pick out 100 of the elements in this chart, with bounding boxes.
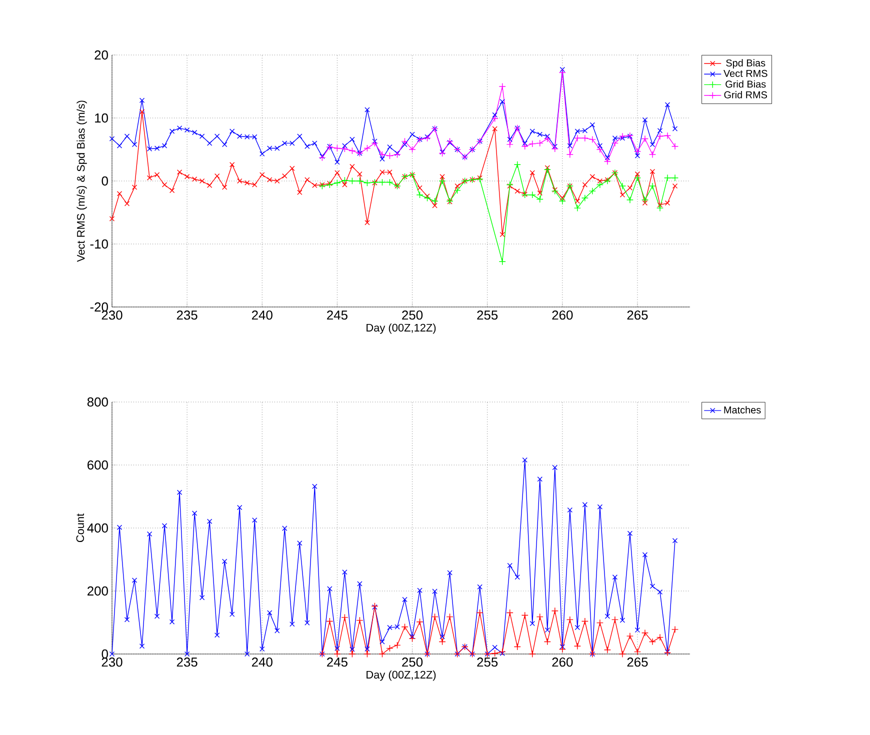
point <box>326 618 334 625</box>
point <box>558 646 566 653</box>
point <box>551 188 558 195</box>
point <box>551 145 558 152</box>
point <box>408 635 416 642</box>
point <box>558 198 566 205</box>
point <box>596 619 604 626</box>
point <box>648 638 656 646</box>
point <box>416 618 424 626</box>
point <box>656 204 664 212</box>
x-tick-label: 260 <box>552 658 573 667</box>
point <box>574 642 581 650</box>
y-tick-label: 800 <box>87 397 108 407</box>
point <box>424 134 431 142</box>
point <box>356 616 364 624</box>
y-tick-label: 20 <box>94 50 108 60</box>
point <box>566 616 574 624</box>
legend-label: Grid RMS <box>724 91 768 98</box>
point <box>364 144 371 152</box>
point <box>438 638 446 646</box>
point <box>446 613 454 620</box>
legend-label: Vect RMS <box>724 70 768 77</box>
point <box>604 646 611 654</box>
point <box>386 178 394 186</box>
point <box>514 643 521 650</box>
point <box>386 644 394 652</box>
point <box>498 258 506 266</box>
point <box>648 182 656 190</box>
point <box>454 186 461 194</box>
point <box>378 650 386 658</box>
x-tick-label: 265 <box>627 310 648 320</box>
point <box>551 607 558 614</box>
point <box>431 198 438 205</box>
y-axis-title: Count <box>76 513 84 542</box>
point <box>604 177 611 185</box>
point <box>498 82 506 90</box>
legend-label: Spd Bias <box>726 59 766 68</box>
point <box>581 618 588 625</box>
point <box>341 614 348 621</box>
point <box>596 181 604 188</box>
y-tick-label: 0 <box>102 176 108 186</box>
point <box>604 158 611 165</box>
point <box>544 638 551 646</box>
x-tick-label: 260 <box>552 310 573 320</box>
point <box>618 182 626 190</box>
point <box>626 632 634 640</box>
point <box>574 134 581 142</box>
point <box>544 135 551 142</box>
y-tick-label: 10 <box>95 113 108 123</box>
y-tick-label: 200 <box>88 586 108 596</box>
point <box>664 174 672 182</box>
x-tick-label: 230 <box>102 310 122 320</box>
point <box>498 648 506 656</box>
point <box>341 176 348 184</box>
point <box>521 142 528 150</box>
x-tick-label: 245 <box>327 658 348 667</box>
x-tick-label: 240 <box>252 310 272 320</box>
x-tick-label: 250 <box>402 658 423 667</box>
point <box>634 648 642 656</box>
point <box>506 609 514 616</box>
point <box>536 140 544 147</box>
point <box>364 650 371 658</box>
point <box>408 146 416 154</box>
x-tick-label: 230 <box>102 658 122 667</box>
point <box>491 115 498 122</box>
x-axis-title: Day (00Z,12Z) <box>366 670 436 681</box>
x-tick-label: 245 <box>327 310 348 320</box>
point <box>536 613 544 620</box>
point <box>401 138 408 145</box>
y-axis-title: Vect RMS (m/s) & Spd Bias (m/s) <box>76 100 87 262</box>
point <box>611 140 618 147</box>
point <box>618 132 626 140</box>
point <box>476 609 484 616</box>
point <box>656 634 664 641</box>
x-tick-label: 265 <box>627 658 648 667</box>
x-tick-label: 240 <box>252 658 272 667</box>
point <box>641 629 649 636</box>
point <box>664 132 672 140</box>
x-tick-label: 235 <box>176 310 198 320</box>
point <box>386 152 394 160</box>
point <box>424 194 431 202</box>
point <box>371 140 378 147</box>
point <box>506 140 514 148</box>
point <box>581 194 588 202</box>
point <box>596 146 604 154</box>
point <box>634 148 642 155</box>
point <box>641 135 649 142</box>
point <box>648 151 656 158</box>
point <box>438 177 446 185</box>
point <box>641 196 649 204</box>
point <box>514 161 521 168</box>
point <box>528 140 536 148</box>
point <box>476 176 484 183</box>
point <box>536 196 544 203</box>
legend-label: Matches <box>724 406 761 414</box>
point <box>364 179 371 186</box>
point <box>348 147 356 154</box>
point <box>356 177 364 185</box>
point <box>334 144 341 152</box>
point <box>416 191 424 198</box>
